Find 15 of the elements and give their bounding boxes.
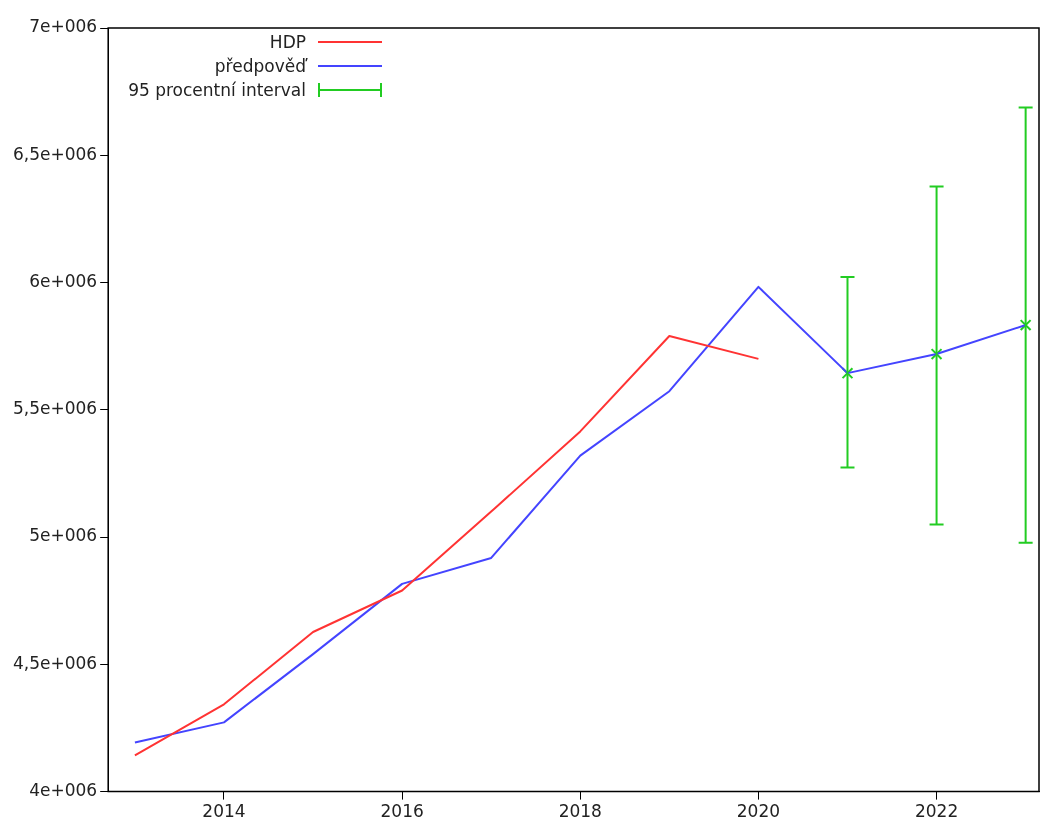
y-tick-label: 4e+006 — [29, 780, 98, 801]
x-tick-label: 2020 — [736, 801, 781, 822]
y-tick-label: 6,5e+006 — [13, 143, 98, 164]
x-tick-label: 2022 — [914, 801, 959, 822]
y-tick-label: 7e+006 — [29, 16, 98, 37]
y-tick-label: 5,5e+006 — [13, 398, 98, 419]
y-tick-label: 6e+006 — [29, 270, 98, 291]
legend-label: HDP — [269, 32, 306, 52]
x-tick-label: 2018 — [558, 801, 602, 822]
y-tick-label: 4,5e+006 — [13, 652, 98, 673]
x-tick-label: 2016 — [380, 801, 424, 822]
legend-label: 95 procentní interval — [128, 80, 306, 100]
legend-label: předpověď — [214, 56, 306, 76]
x-tick-label: 2014 — [202, 801, 246, 822]
y-tick-label: 5e+006 — [29, 525, 98, 546]
